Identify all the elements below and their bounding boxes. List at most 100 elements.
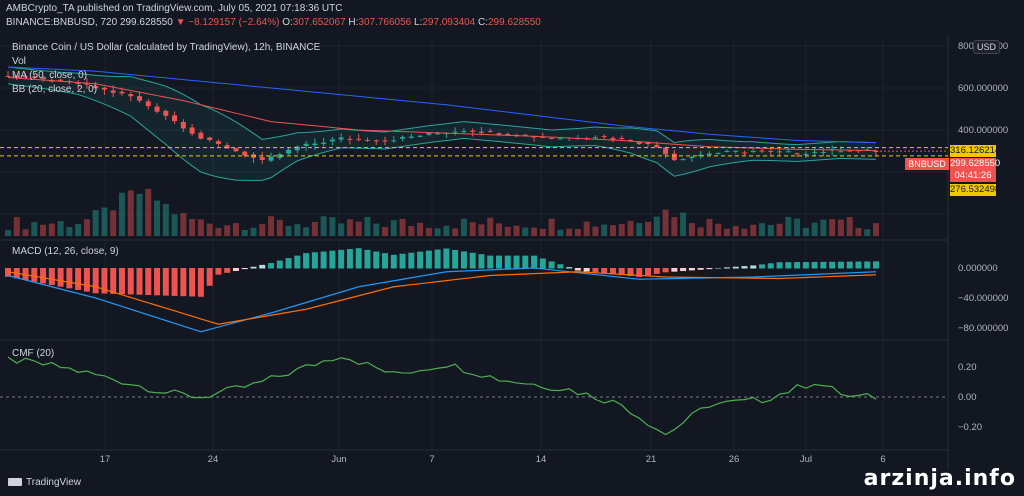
macd-axis-label: 0.000000: [958, 263, 998, 274]
bb-label: BB (20, close, 2, 0): [12, 84, 98, 95]
publish-info: AMBCrypto_TA published on TradingView.co…: [6, 3, 343, 14]
macd-histogram-bar: [574, 268, 581, 271]
candle-body: [768, 150, 774, 152]
candle-body: [93, 86, 99, 89]
volume-bar: [136, 193, 143, 236]
price-axis-label: 600.000000: [958, 83, 1008, 94]
macd-histogram-bar: [241, 268, 248, 270]
candle-body: [242, 151, 248, 156]
macd-histogram-bar: [723, 267, 730, 269]
macd-histogram-bar: [66, 268, 73, 289]
volume-bar: [829, 219, 836, 236]
volume-bar: [303, 227, 310, 236]
macd-histogram-bar: [522, 255, 529, 269]
volume-bar: [522, 227, 529, 236]
macd-histogram-bar: [531, 255, 538, 269]
macd-histogram-bar: [846, 261, 853, 269]
macd-histogram-bar: [583, 268, 590, 272]
footer: [0, 470, 1024, 496]
macd-histogram-bar: [206, 268, 213, 286]
macd-histogram-bar: [671, 268, 678, 272]
candle-body: [470, 130, 476, 132]
volume-bar: [495, 223, 502, 236]
macd-histogram-bar: [487, 255, 494, 269]
macd-histogram-bar: [750, 265, 757, 269]
tv-icon: [8, 478, 22, 487]
candle-body: [14, 75, 20, 77]
volume-bar: [759, 223, 766, 236]
macd-histogram-bar: [232, 268, 239, 271]
candle-body: [645, 142, 651, 144]
volume-bar: [250, 227, 257, 236]
volume-bar: [531, 227, 538, 236]
upper-level-tag: 316.126214: [950, 145, 1001, 157]
macd-histogram-bar: [48, 268, 55, 285]
last-price: 299.628550: [119, 17, 173, 28]
macd-histogram-bar: [329, 250, 336, 269]
last-price-tag: 299.628550: [950, 158, 1001, 170]
candle-body: [812, 151, 818, 153]
candle-body: [803, 153, 809, 155]
time-axis-label: Jul: [800, 454, 812, 465]
close-label: C:: [477, 17, 488, 28]
macd-histogram-bar: [829, 261, 836, 269]
candle-body: [601, 136, 607, 138]
candle-body: [233, 148, 239, 152]
macd-histogram-bar: [513, 255, 520, 269]
volume-bar: [320, 216, 327, 236]
candle-body: [338, 137, 344, 140]
volume-bar: [776, 223, 783, 236]
volume-bar: [276, 219, 283, 236]
macd-histogram-bar: [110, 268, 117, 294]
currency-button[interactable]: USD: [973, 40, 1001, 54]
volume-bar: [101, 207, 108, 236]
volume-bar: [539, 228, 546, 236]
volume-bar: [627, 220, 634, 236]
volume-bars: [5, 188, 879, 236]
countdown-tag: 04:41:26: [950, 170, 996, 182]
candle-body: [101, 87, 107, 90]
candle-body: [259, 157, 265, 160]
candle-body: [373, 140, 379, 142]
volume-bar: [5, 229, 11, 236]
macd-histogram-bar: [811, 261, 818, 269]
signal-line: [7, 271, 877, 325]
candle-body: [680, 159, 686, 161]
candle-body: [777, 151, 783, 153]
symbol-tag: BNBUSD: [905, 158, 949, 170]
chart-canvas[interactable]: 800.000000600.000000400.0000000.000000−4…: [0, 0, 1024, 470]
time-axis-label: 17: [100, 454, 111, 465]
time-axis-label: 14: [536, 454, 547, 465]
macd-histogram-bar: [636, 268, 643, 277]
volume-bar: [732, 226, 739, 236]
macd-histogram-bar: [592, 268, 599, 273]
macd-histogram-bar: [83, 268, 90, 292]
macd-histogram-bar: [189, 268, 196, 297]
open-label: O:: [282, 17, 293, 28]
time-axis-label: Jun: [331, 454, 346, 465]
macd-histogram-bar: [118, 268, 125, 295]
volume-bar: [750, 224, 757, 236]
volume-bar: [513, 225, 520, 236]
candle-body: [364, 139, 370, 141]
candle-body: [487, 130, 493, 132]
ma-label: MA (50, close, 0): [12, 70, 88, 81]
macd-histogram-bar: [75, 268, 82, 290]
cmf-line: [0, 356, 948, 436]
volume-bar: [154, 200, 161, 236]
volume-bar: [706, 218, 713, 236]
bb-upper: [7, 66, 877, 146]
volume-bar: [811, 222, 818, 236]
candle-body: [540, 136, 546, 138]
tradingview-logo[interactable]: TradingView: [8, 477, 81, 488]
volume-bar: [820, 219, 827, 236]
volume-bar: [145, 188, 152, 236]
macd-histogram-bar: [268, 263, 275, 269]
macd-histogram-bar: [495, 255, 502, 269]
candle-body: [391, 140, 397, 142]
candle-body: [277, 154, 283, 158]
candle-body: [58, 79, 64, 81]
candle-body: [750, 150, 756, 152]
candle-body: [303, 143, 309, 146]
macd-axis-label: −80.000000: [958, 323, 1008, 334]
